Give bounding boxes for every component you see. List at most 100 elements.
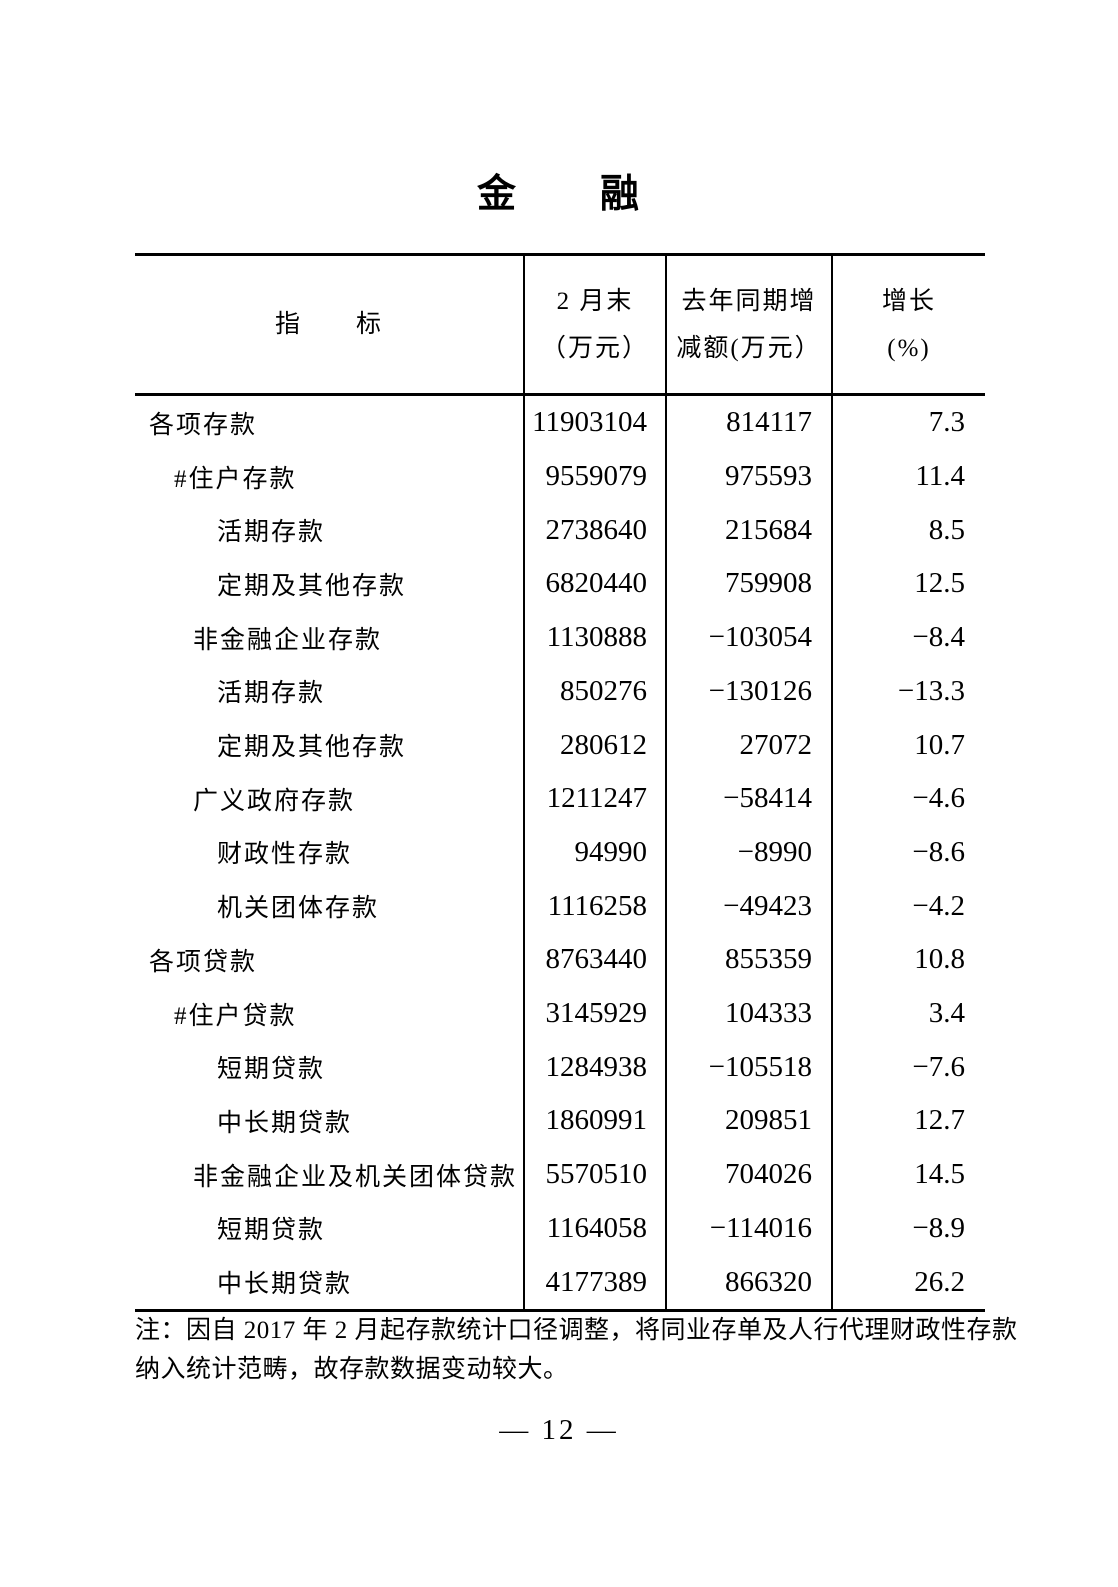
feb-end-value-cell: 11903104 [523,396,665,450]
indicator-cell: 非金融企业及机关团体贷款 [193,1163,518,1191]
growth-percent-cell: 3.4 [831,986,985,1041]
header-cell-growth: 增长 (%) [831,256,985,393]
yoy-change-cell: 104333 [665,986,831,1041]
indicator-cell: #住户存款 [174,465,297,493]
feb-end-value-cell: 2738640 [523,503,665,558]
indicator-cell: 广义政府存款 [193,787,356,815]
growth-percent-cell: 7.3 [831,396,985,450]
feb-end-value-cell: 1211247 [523,771,665,826]
indicator-cell: 活期存款 [217,680,326,708]
yoy-change-cell: 866320 [665,1255,831,1309]
header-growth-line2: (%) [887,334,931,362]
growth-percent-cell: 12.5 [831,557,985,611]
feb-end-value-cell: 1164058 [523,1201,665,1256]
header-feb-end-line1: 2 月末 [556,287,634,315]
yoy-change-cell: −49423 [665,879,831,934]
page-number: — 12 — [499,1414,619,1446]
yoy-change-cell: −105518 [665,1040,831,1095]
growth-percent-cell: 14.5 [831,1147,985,1202]
table-header-row: 指 标 2 月末 （万元） 去年同期增 减额(万元） 增长 (%) [135,256,985,396]
growth-percent-cell: −8.4 [831,610,985,665]
feb-end-value-cell: 1130888 [523,610,665,665]
indicator-cell: 财政性存款 [217,841,353,869]
finance-table: 指 标 2 月末 （万元） 去年同期增 减额(万元） 增长 (%) 各项存款 11… [135,253,985,1312]
indicator-cell: #住户贷款 [174,1002,297,1030]
yoy-change-cell: −130126 [665,664,831,719]
table-row: #住户存款 9559079 975593 11.4 [135,449,985,504]
indicator-cell: 定期及其他存款 [217,572,407,600]
growth-percent-cell: −4.2 [831,879,985,934]
yoy-change-cell: 27072 [665,718,831,772]
indicator-cell: 非金融企业存款 [193,626,383,654]
growth-percent-cell: 10.7 [831,718,985,772]
header-cell-indicator: 指 标 [135,256,523,393]
yoy-change-cell: −103054 [665,610,831,665]
table-row: 定期及其他存款 6820440 759908 12.5 [135,557,985,611]
growth-percent-cell: 11.4 [831,449,985,504]
indicator-cell: 活期存款 [217,519,326,547]
yoy-change-cell: −8990 [665,825,831,880]
yoy-change-cell: 704026 [665,1147,831,1202]
header-feb-end-line2: （万元） [540,334,649,362]
indicator-cell: 短期贷款 [217,1217,326,1245]
yoy-change-cell: 215684 [665,503,831,558]
growth-percent-cell: −7.6 [831,1040,985,1095]
yoy-change-cell: −114016 [665,1201,831,1256]
table-row: 机关团体存款 1116258 −49423 −4.2 [135,879,985,934]
table-row: 非金融企业存款 1130888 −103054 −8.4 [135,610,985,665]
header-growth-line1: 增长 [881,287,936,315]
yoy-change-cell: −58414 [665,771,831,826]
feb-end-value-cell: 94990 [523,825,665,880]
feb-end-value-cell: 1116258 [523,879,665,934]
indicator-cell: 中长期贷款 [217,1109,353,1137]
growth-percent-cell: −8.6 [831,825,985,880]
feb-end-value-cell: 8763440 [523,933,665,987]
feb-end-value-cell: 3145929 [523,986,665,1041]
table-row: 短期贷款 1164058 −114016 −8.9 [135,1201,985,1256]
indicator-cell: 各项存款 [149,411,258,439]
table-row: 中长期贷款 4177389 866320 26.2 [135,1255,985,1309]
footnote-line1: 注：因自 2017 年 2 月起存款统计口径调整，将同业存单及人行代理财政性存款 [135,1317,1018,1344]
header-yoy-change-line1: 去年同期增 [681,287,817,315]
indicator-cell: 各项贷款 [149,948,258,976]
feb-end-value-cell: 9559079 [523,449,665,504]
yoy-change-cell: 209851 [665,1094,831,1148]
growth-percent-cell: −8.9 [831,1201,985,1256]
header-indicator-label: 指 标 [274,311,383,338]
growth-percent-cell: 8.5 [831,503,985,558]
feb-end-value-cell: 1860991 [523,1094,665,1148]
table-row: 各项贷款 8763440 855359 10.8 [135,933,985,987]
growth-percent-cell: 12.7 [831,1094,985,1148]
indicator-cell: 短期贷款 [217,1056,326,1084]
footnote: 注：因自 2017 年 2 月起存款统计口径调整，将同业存单及人行代理财政性存款… [135,1311,1035,1389]
table-row: 财政性存款 94990 −8990 −8.6 [135,825,985,880]
indicator-cell: 中长期贷款 [217,1271,353,1299]
header-cell-feb-end: 2 月末 （万元） [523,256,665,393]
feb-end-value-cell: 6820440 [523,557,665,611]
table-row: 活期存款 2738640 215684 8.5 [135,503,985,558]
feb-end-value-cell: 5570510 [523,1147,665,1202]
growth-percent-cell: 10.8 [831,933,985,987]
feb-end-value-cell: 280612 [523,718,665,772]
header-cell-yoy-change: 去年同期增 减额(万元） [665,256,831,393]
page-title: 金 融 [476,173,641,216]
feb-end-value-cell: 4177389 [523,1255,665,1309]
table-row: 中长期贷款 1860991 209851 12.7 [135,1094,985,1148]
growth-percent-cell: −13.3 [831,664,985,719]
yoy-change-cell: 814117 [665,396,831,450]
table-row: #住户贷款 3145929 104333 3.4 [135,986,985,1041]
table-body: 各项存款 11903104 814117 7.3 #住户存款 9559079 975593 1… [135,396,985,1309]
table-row: 定期及其他存款 280612 27072 10.7 [135,718,985,772]
table-row: 活期存款 850276 −130126 −13.3 [135,664,985,719]
table-row: 非金融企业及机关团体贷款 5570510 704026 14.5 [135,1147,985,1202]
indicator-cell: 定期及其他存款 [217,734,407,762]
yoy-change-cell: 759908 [665,557,831,611]
growth-percent-cell: 26.2 [831,1255,985,1309]
table-row: 短期贷款 1284938 −105518 −7.6 [135,1040,985,1095]
feb-end-value-cell: 850276 [523,664,665,719]
growth-percent-cell: −4.6 [831,771,985,826]
footnote-line2: 纳入统计范畴，故存款数据变动较大。 [135,1356,569,1383]
yoy-change-cell: 855359 [665,933,831,987]
yoy-change-cell: 975593 [665,449,831,504]
